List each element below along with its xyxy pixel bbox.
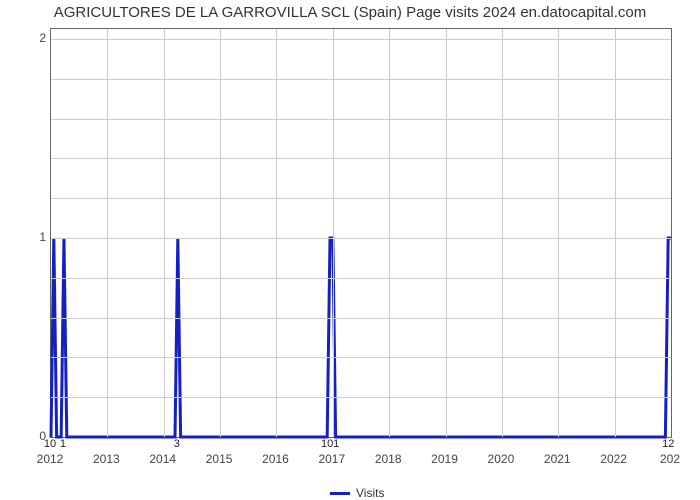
x-tick-label: 2020 — [488, 452, 515, 466]
legend-label: Visits — [356, 486, 384, 500]
x-tick-label: 2016 — [262, 452, 289, 466]
gridline-h — [51, 198, 671, 199]
plot-area — [50, 28, 672, 438]
y-tick-label: 1 — [16, 230, 46, 244]
legend: Visits — [330, 486, 384, 500]
gridline-h — [51, 318, 671, 319]
gridline-h — [51, 357, 671, 358]
data-value-label: 1 — [60, 438, 66, 450]
x-tick-label: 2021 — [544, 452, 571, 466]
x-tick-label: 2015 — [206, 452, 233, 466]
gridline-h — [51, 238, 671, 239]
chart-title: AGRICULTORES DE LA GARROVILLA SCL (Spain… — [0, 4, 700, 21]
x-tick-label: 202 — [660, 452, 680, 466]
gridline-v — [502, 29, 503, 437]
gridline-v — [615, 29, 616, 437]
data-value-label: 101 — [321, 438, 339, 450]
y-tick-label: 0 — [16, 429, 46, 443]
gridline-v — [164, 29, 165, 437]
gridline-v — [220, 29, 221, 437]
x-tick-label: 2013 — [93, 452, 120, 466]
x-tick-label: 2014 — [149, 452, 176, 466]
gridline-v — [107, 29, 108, 437]
data-value-label: 12 — [662, 438, 674, 450]
gridline-h — [51, 397, 671, 398]
gridline-h — [51, 278, 671, 279]
gridline-h — [51, 39, 671, 40]
x-tick-label: 2019 — [431, 452, 458, 466]
x-tick-label: 2018 — [375, 452, 402, 466]
x-tick-label: 2012 — [37, 452, 64, 466]
gridline-v — [276, 29, 277, 437]
y-tick-label: 2 — [16, 31, 46, 45]
gridline-h — [51, 79, 671, 80]
gridline-v — [558, 29, 559, 437]
gridline-h — [51, 119, 671, 120]
gridline-h — [51, 158, 671, 159]
data-value-label: 3 — [174, 438, 180, 450]
x-tick-label: 2022 — [600, 452, 627, 466]
gridline-v — [446, 29, 447, 437]
gridline-v — [389, 29, 390, 437]
x-tick-label: 2017 — [318, 452, 345, 466]
data-value-label: 10 — [44, 438, 56, 450]
legend-swatch — [330, 492, 350, 495]
data-line — [51, 29, 671, 437]
visits-chart: AGRICULTORES DE LA GARROVILLA SCL (Spain… — [0, 0, 700, 500]
gridline-v — [333, 29, 334, 437]
